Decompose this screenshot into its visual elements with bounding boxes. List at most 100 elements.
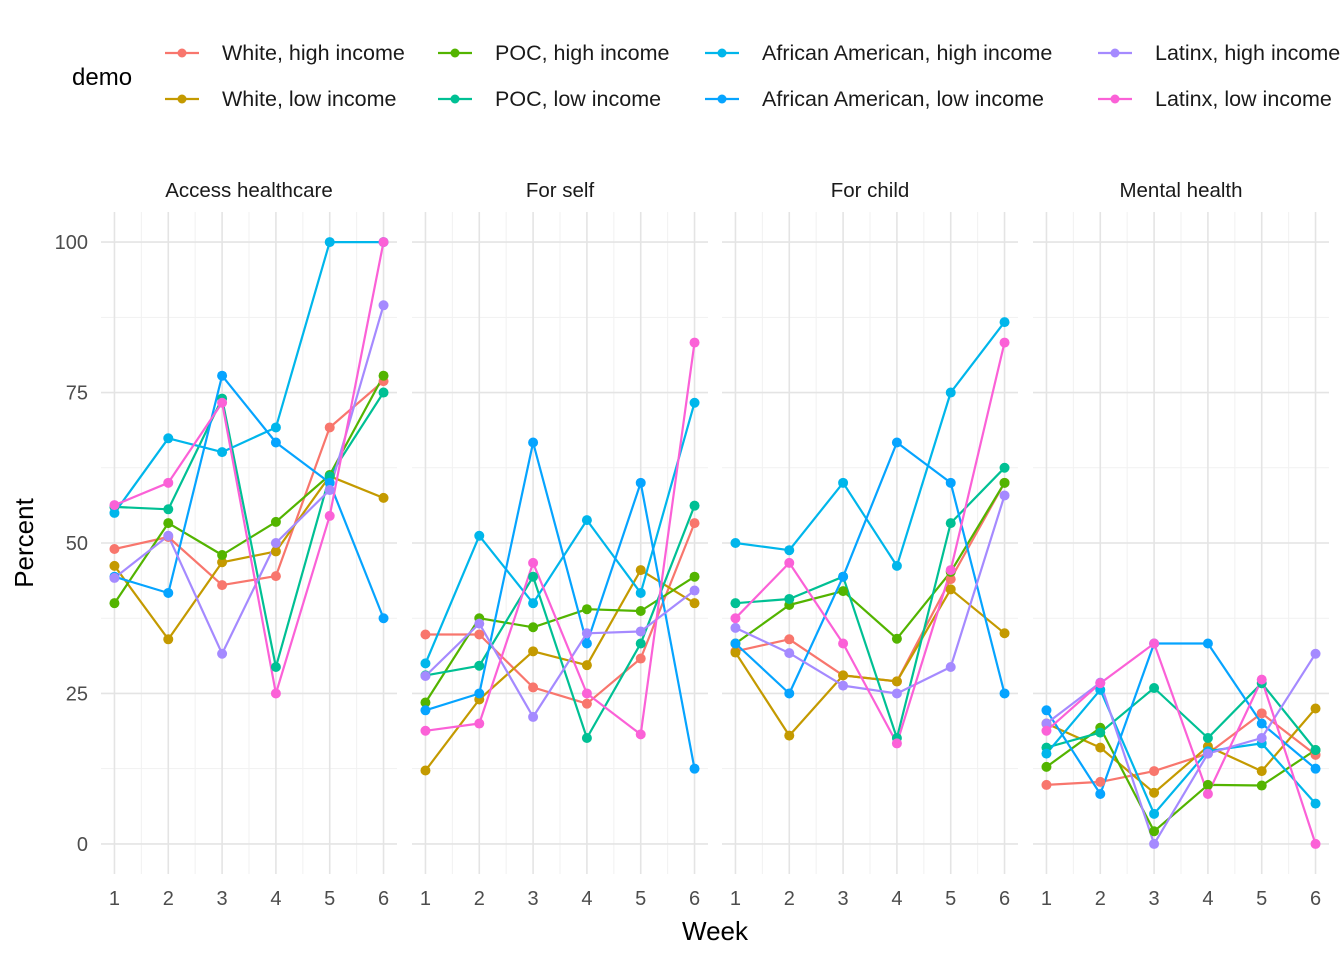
data-point <box>999 490 1010 501</box>
data-point <box>378 613 389 624</box>
legend: demo White, high income White, low income… <box>72 41 1340 111</box>
series-line <box>114 380 385 587</box>
x-tick-label: 3 <box>528 888 539 910</box>
data-point <box>1041 725 1052 736</box>
data-point <box>784 634 795 645</box>
series-line <box>1046 707 1317 794</box>
facet-panel: For self 1 2 3 4 5 6 <box>412 179 708 910</box>
x-tick-label: 2 <box>474 888 485 910</box>
data-point <box>270 546 281 557</box>
data-point <box>784 688 795 699</box>
series-line <box>424 402 696 664</box>
data-point <box>378 300 389 311</box>
facet-title: For self <box>526 179 595 202</box>
data-point <box>270 516 281 527</box>
x-tick-label: 6 <box>999 888 1010 910</box>
data-point <box>1149 766 1160 777</box>
data-point <box>1256 718 1267 729</box>
x-tick-label: 1 <box>109 888 120 910</box>
data-point <box>163 477 174 488</box>
y-tick-label: 25 <box>66 683 88 705</box>
data-point <box>730 538 741 548</box>
data-point <box>1202 638 1213 649</box>
data-point <box>635 626 646 637</box>
series-line <box>735 321 1006 568</box>
data-point <box>1095 678 1106 689</box>
data-point <box>324 510 335 521</box>
data-point <box>891 633 902 644</box>
data-point <box>420 629 431 640</box>
legend-key-point <box>177 48 187 58</box>
x-tick-label: 2 <box>784 888 795 910</box>
data-point <box>1095 776 1106 787</box>
data-point <box>378 387 389 398</box>
data-point <box>1310 648 1321 659</box>
series-line <box>734 441 1006 695</box>
data-point <box>324 485 335 496</box>
data-point <box>1310 745 1321 756</box>
legend-label: Latinx, low income <box>1155 87 1332 111</box>
x-tick-label: 5 <box>1256 888 1267 910</box>
data-point <box>1149 638 1160 649</box>
data-point <box>528 622 539 633</box>
data-point <box>474 629 485 640</box>
data-point <box>474 660 485 671</box>
series-line <box>113 304 385 655</box>
data-point <box>109 507 120 518</box>
data-point <box>163 518 174 529</box>
data-point <box>838 638 849 649</box>
facet-panel: Mental health 1 2 3 4 5 6 <box>1033 179 1329 910</box>
data-point <box>689 585 700 596</box>
data-point <box>891 738 902 749</box>
data-point <box>891 437 902 448</box>
data-point <box>1041 748 1052 759</box>
x-tick-label: 5 <box>945 888 956 910</box>
data-point <box>1202 788 1213 799</box>
series-line <box>1045 688 1317 815</box>
data-point <box>635 606 646 617</box>
series-line <box>734 342 1006 745</box>
data-point <box>689 500 700 511</box>
legend-label: POC, high income <box>495 41 669 65</box>
data-point <box>528 598 539 609</box>
series-line <box>734 482 1006 645</box>
series-line <box>425 441 696 769</box>
data-point <box>324 477 335 488</box>
data-point <box>324 237 335 248</box>
data-point <box>581 604 592 615</box>
data-point <box>635 729 646 740</box>
data-point <box>270 538 281 548</box>
y-axis-title: Percent <box>9 497 39 587</box>
data-point <box>784 648 795 659</box>
data-point <box>730 647 741 658</box>
data-point <box>1256 780 1267 791</box>
legend-key-point <box>717 94 727 104</box>
data-point <box>1095 788 1106 799</box>
data-point <box>999 628 1010 639</box>
series-line <box>1046 712 1317 786</box>
data-point <box>270 571 281 582</box>
data-point <box>420 658 431 669</box>
legend-label: POC, low income <box>495 87 661 111</box>
series-line <box>1045 653 1317 846</box>
data-point <box>1256 732 1267 743</box>
data-point <box>635 653 646 664</box>
data-point <box>528 437 539 448</box>
data-point <box>784 557 795 568</box>
data-point <box>891 560 902 571</box>
data-point <box>1256 708 1267 719</box>
data-point <box>378 237 389 248</box>
x-tick-label: 3 <box>838 888 849 910</box>
data-point <box>420 697 431 708</box>
x-tick-label: 1 <box>1041 888 1052 910</box>
x-axis-title: Week <box>682 916 749 946</box>
data-point <box>163 587 174 598</box>
data-point <box>945 387 956 398</box>
data-point <box>528 682 539 693</box>
x-tick-label: 4 <box>581 888 592 910</box>
data-point <box>689 337 700 348</box>
data-point <box>474 688 485 699</box>
